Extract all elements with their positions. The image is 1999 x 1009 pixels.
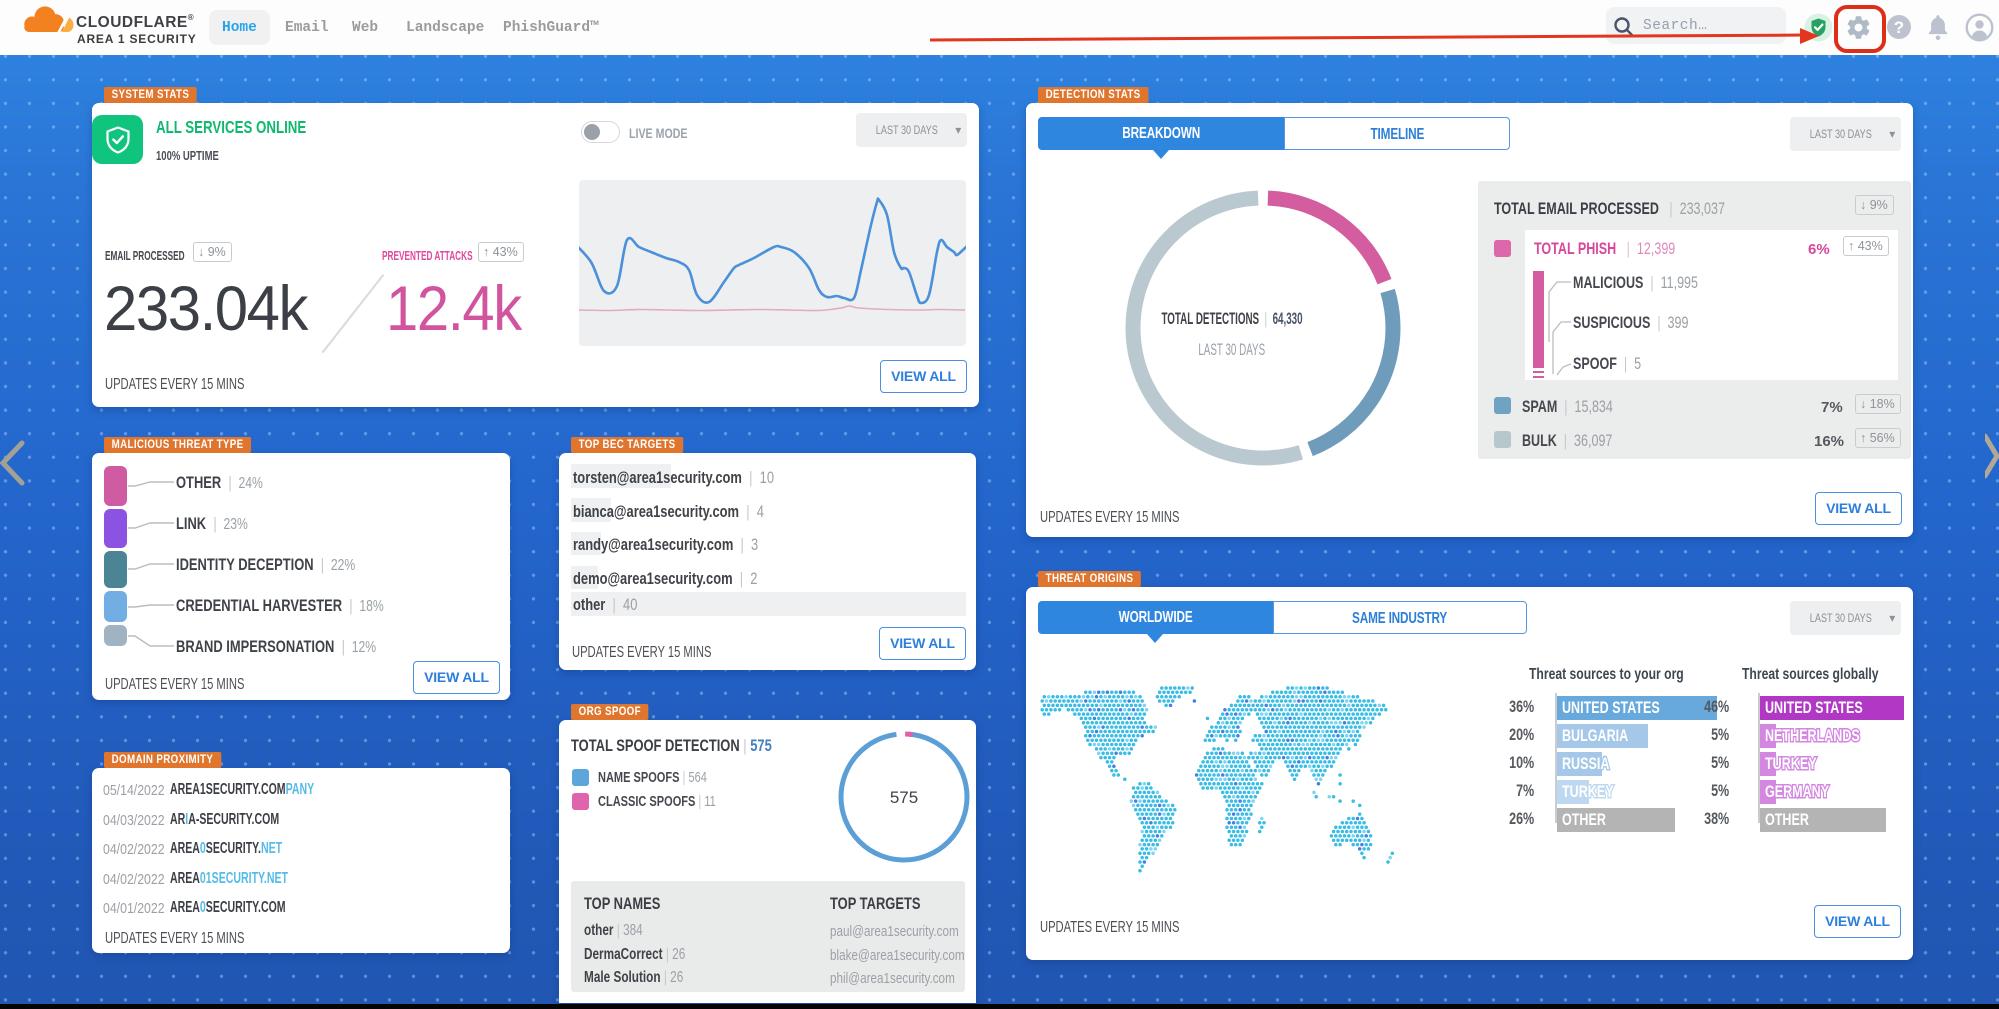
- svg-text:?: ?: [1894, 18, 1904, 37]
